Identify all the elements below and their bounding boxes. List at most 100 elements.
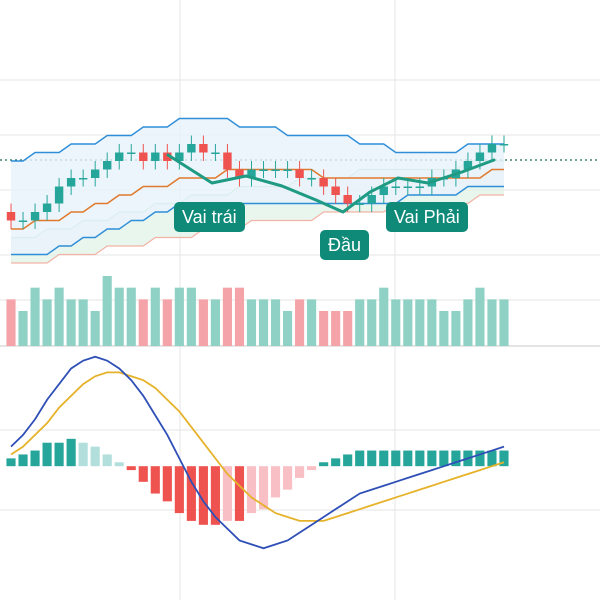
volume-bar <box>355 299 365 346</box>
macd-line <box>10 355 505 550</box>
volume-bar <box>186 287 196 346</box>
volume-bar <box>150 287 160 346</box>
right-shoulder-label: Vai Phải <box>386 202 468 232</box>
macd-histogram-bar <box>90 446 100 467</box>
macd-histogram-bar <box>66 438 76 467</box>
candle-body <box>307 178 316 180</box>
volume-bar <box>66 299 76 346</box>
candle-body <box>403 186 413 188</box>
candle-body <box>319 178 328 187</box>
bollinger-upper-line <box>11 117 504 162</box>
bollinger-lower-line <box>11 185 504 256</box>
candle-body <box>487 144 497 153</box>
macd-histogram-bar <box>246 466 257 514</box>
candle-body <box>499 144 509 146</box>
macd-histogram-bar <box>150 466 160 494</box>
volume-bars <box>6 276 509 346</box>
candle-body <box>475 152 485 161</box>
candle-body <box>102 161 112 170</box>
volume-bar <box>463 299 473 346</box>
macd-histogram-bar <box>126 466 136 471</box>
candle-body <box>42 203 52 212</box>
signal-line <box>10 371 505 522</box>
candle-body <box>295 169 304 178</box>
macd-histogram-bar <box>162 466 172 502</box>
candle-body <box>6 212 16 221</box>
macd-histogram-bar <box>343 454 353 467</box>
macd-histogram-bar <box>270 466 281 498</box>
macd-histogram-bar <box>475 450 485 467</box>
left-shoulder-label: Vai trái <box>174 202 245 232</box>
candle-body <box>367 195 376 204</box>
candle-body <box>30 212 40 221</box>
candle-body <box>151 152 160 161</box>
volume-bar <box>295 299 305 346</box>
macd-histogram-bar <box>487 450 497 467</box>
candlesticks <box>6 135 509 229</box>
macd-histogram-bar <box>258 466 269 510</box>
candle-body <box>271 169 280 171</box>
volume-bar <box>282 311 293 346</box>
volume-bar <box>174 287 184 346</box>
head-label: Đầu <box>320 230 370 260</box>
macd-histogram-bar <box>174 466 184 514</box>
macd-histogram-bar <box>355 450 365 467</box>
moving-average <box>11 168 504 230</box>
candle-body <box>18 220 28 222</box>
macd-histogram-bar <box>415 450 425 467</box>
volume-bar <box>246 299 257 346</box>
volume-bar <box>126 287 136 346</box>
candle-body <box>247 169 256 178</box>
volume-bar <box>331 311 341 346</box>
macd-histogram-bar <box>403 450 413 467</box>
macd-histogram-bar <box>210 466 220 525</box>
candle-body <box>127 152 136 154</box>
candle-body <box>66 178 76 187</box>
volume-bar <box>138 299 148 346</box>
macd-histogram-bar <box>54 442 64 467</box>
volume-bar <box>114 287 124 346</box>
volume-bar <box>54 287 64 346</box>
volume-bar <box>415 299 425 346</box>
volume-bar <box>367 299 377 346</box>
macd-histogram-bar <box>307 466 317 471</box>
macd-histogram-bar <box>499 450 509 467</box>
volume-bar <box>210 299 220 346</box>
macd-histogram-bar <box>30 450 40 467</box>
macd-panel <box>6 355 509 550</box>
candle-body <box>187 144 196 153</box>
volume-bar <box>234 287 245 346</box>
candle-body <box>223 152 232 170</box>
volume-bar <box>270 299 281 346</box>
candle-body <box>463 161 473 170</box>
volume-bar <box>90 311 100 346</box>
volume-bar <box>343 311 353 346</box>
candle-body <box>415 186 425 188</box>
candle-body <box>211 152 220 154</box>
macd-histogram-bar <box>331 458 341 467</box>
head-and-shoulders-line <box>166 153 496 214</box>
macd-histogram-bar <box>295 466 305 478</box>
candle-body <box>115 152 124 161</box>
volume-bar <box>258 299 269 346</box>
candle-body <box>54 186 64 204</box>
macd-histogram-bar <box>78 442 88 467</box>
candle-body <box>331 186 340 195</box>
candle-body <box>175 152 184 161</box>
volume-bar <box>78 299 88 346</box>
candle-body <box>343 195 352 204</box>
macd-histogram-bar <box>18 454 28 467</box>
macd-histogram-bar <box>282 466 293 490</box>
volume-bar <box>487 299 497 346</box>
volume-bar <box>427 299 437 346</box>
candle-body <box>90 169 100 178</box>
candle-body <box>199 144 208 153</box>
volume-bar <box>222 287 233 346</box>
macd-histogram-bar <box>319 462 329 467</box>
volume-bar <box>499 299 509 346</box>
volume-bar <box>102 276 112 346</box>
candle-body <box>259 169 268 171</box>
candle-body <box>139 152 148 161</box>
volume-bar <box>379 287 389 346</box>
pattern-line <box>166 153 496 214</box>
